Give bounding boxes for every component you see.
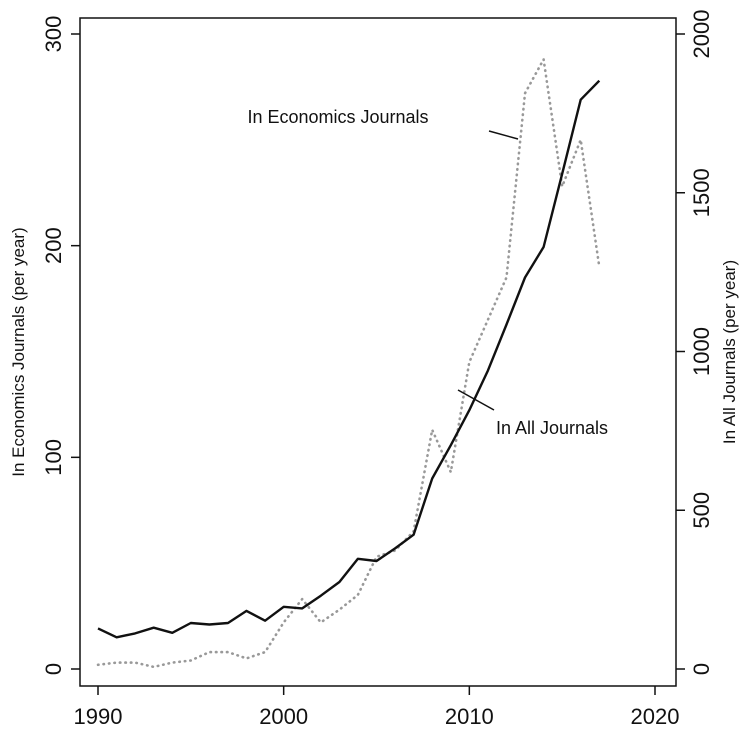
x-tick-label: 1990 [74, 704, 123, 729]
y-right-tick-label: 0 [689, 663, 714, 675]
annotation-leader-econ [488, 130, 519, 140]
y-right-tick-label: 1500 [689, 168, 714, 217]
series-layer [96, 58, 601, 669]
annotation-all-journals: In All Journals [496, 418, 608, 438]
y-left-tick-label: 0 [41, 663, 66, 675]
y-left-tick-label: 200 [41, 227, 66, 264]
series-line-economics-journals [96, 58, 601, 669]
y-right-axis-ticks: 0 500 1000 1500 2000 [676, 10, 714, 675]
y-left-axis-title: In Economics Journals (per year) [9, 227, 28, 476]
y-right-tick-label: 2000 [689, 10, 714, 59]
x-tick-label: 2020 [631, 704, 680, 729]
x-tick-label: 2000 [259, 704, 308, 729]
series-line-all-journals [97, 79, 601, 639]
y-left-tick-label: 300 [41, 16, 66, 53]
annotation-leader-all [457, 389, 495, 411]
annotation-econ-journals: In Economics Journals [247, 107, 428, 127]
y-right-tick-label: 500 [689, 492, 714, 529]
y-right-axis-title: In All Journals (per year) [720, 260, 739, 444]
y-left-tick-label: 100 [41, 439, 66, 476]
x-axis-ticks: 1990 2000 2010 2020 [74, 686, 680, 729]
y-right-tick-label: 1000 [689, 327, 714, 376]
x-tick-label: 2010 [445, 704, 494, 729]
y-left-axis-ticks: 0 100 200 300 [41, 16, 80, 675]
